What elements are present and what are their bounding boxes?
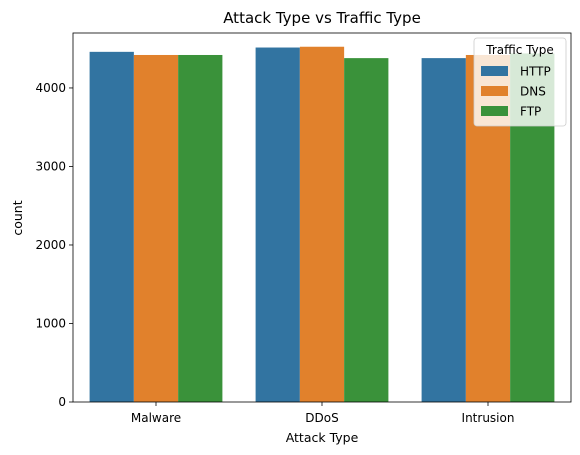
legend-label-http: HTTP bbox=[520, 65, 551, 79]
legend-label-ftp: FTP bbox=[520, 105, 541, 119]
x-axis-label: Attack Type bbox=[286, 430, 359, 445]
bar-ddos-ftp bbox=[344, 58, 389, 402]
bar-ddos-http bbox=[255, 47, 300, 402]
bar-ddos-dns bbox=[299, 46, 345, 403]
legend-items: HTTP DNS FTP bbox=[481, 65, 551, 119]
bars bbox=[89, 46, 555, 403]
legend: Traffic Type HTTP DNS FTP bbox=[473, 37, 567, 127]
y-tick-label: 2000 bbox=[35, 238, 66, 252]
bar-malware-ftp bbox=[178, 54, 223, 403]
legend-title: Traffic Type bbox=[485, 43, 553, 57]
bar-malware-dns bbox=[133, 54, 179, 403]
bar-malware-http bbox=[89, 51, 134, 402]
x-tick-label: Malware bbox=[131, 411, 181, 425]
y-axis: 0 1000 2000 3000 4000 bbox=[35, 81, 73, 409]
x-tick-label: DDoS bbox=[305, 411, 338, 425]
y-tick-label: 3000 bbox=[35, 159, 66, 173]
legend-box bbox=[473, 37, 567, 127]
y-tick-label: 1000 bbox=[35, 316, 66, 330]
chart-title: Attack Type vs Traffic Type bbox=[223, 9, 421, 27]
x-axis: Malware DDoS Intrusion bbox=[131, 402, 515, 425]
legend-swatch-http bbox=[481, 66, 508, 76]
y-axis-label: count bbox=[10, 200, 25, 235]
bar-intrusion-http bbox=[421, 58, 466, 402]
legend-swatch-ftp bbox=[481, 106, 508, 116]
x-tick-label: Intrusion bbox=[462, 411, 515, 425]
legend-swatch-dns bbox=[481, 86, 508, 96]
y-tick-label: 4000 bbox=[35, 81, 66, 95]
y-tick-label: 0 bbox=[58, 395, 66, 409]
legend-label-dns: DNS bbox=[520, 85, 546, 99]
